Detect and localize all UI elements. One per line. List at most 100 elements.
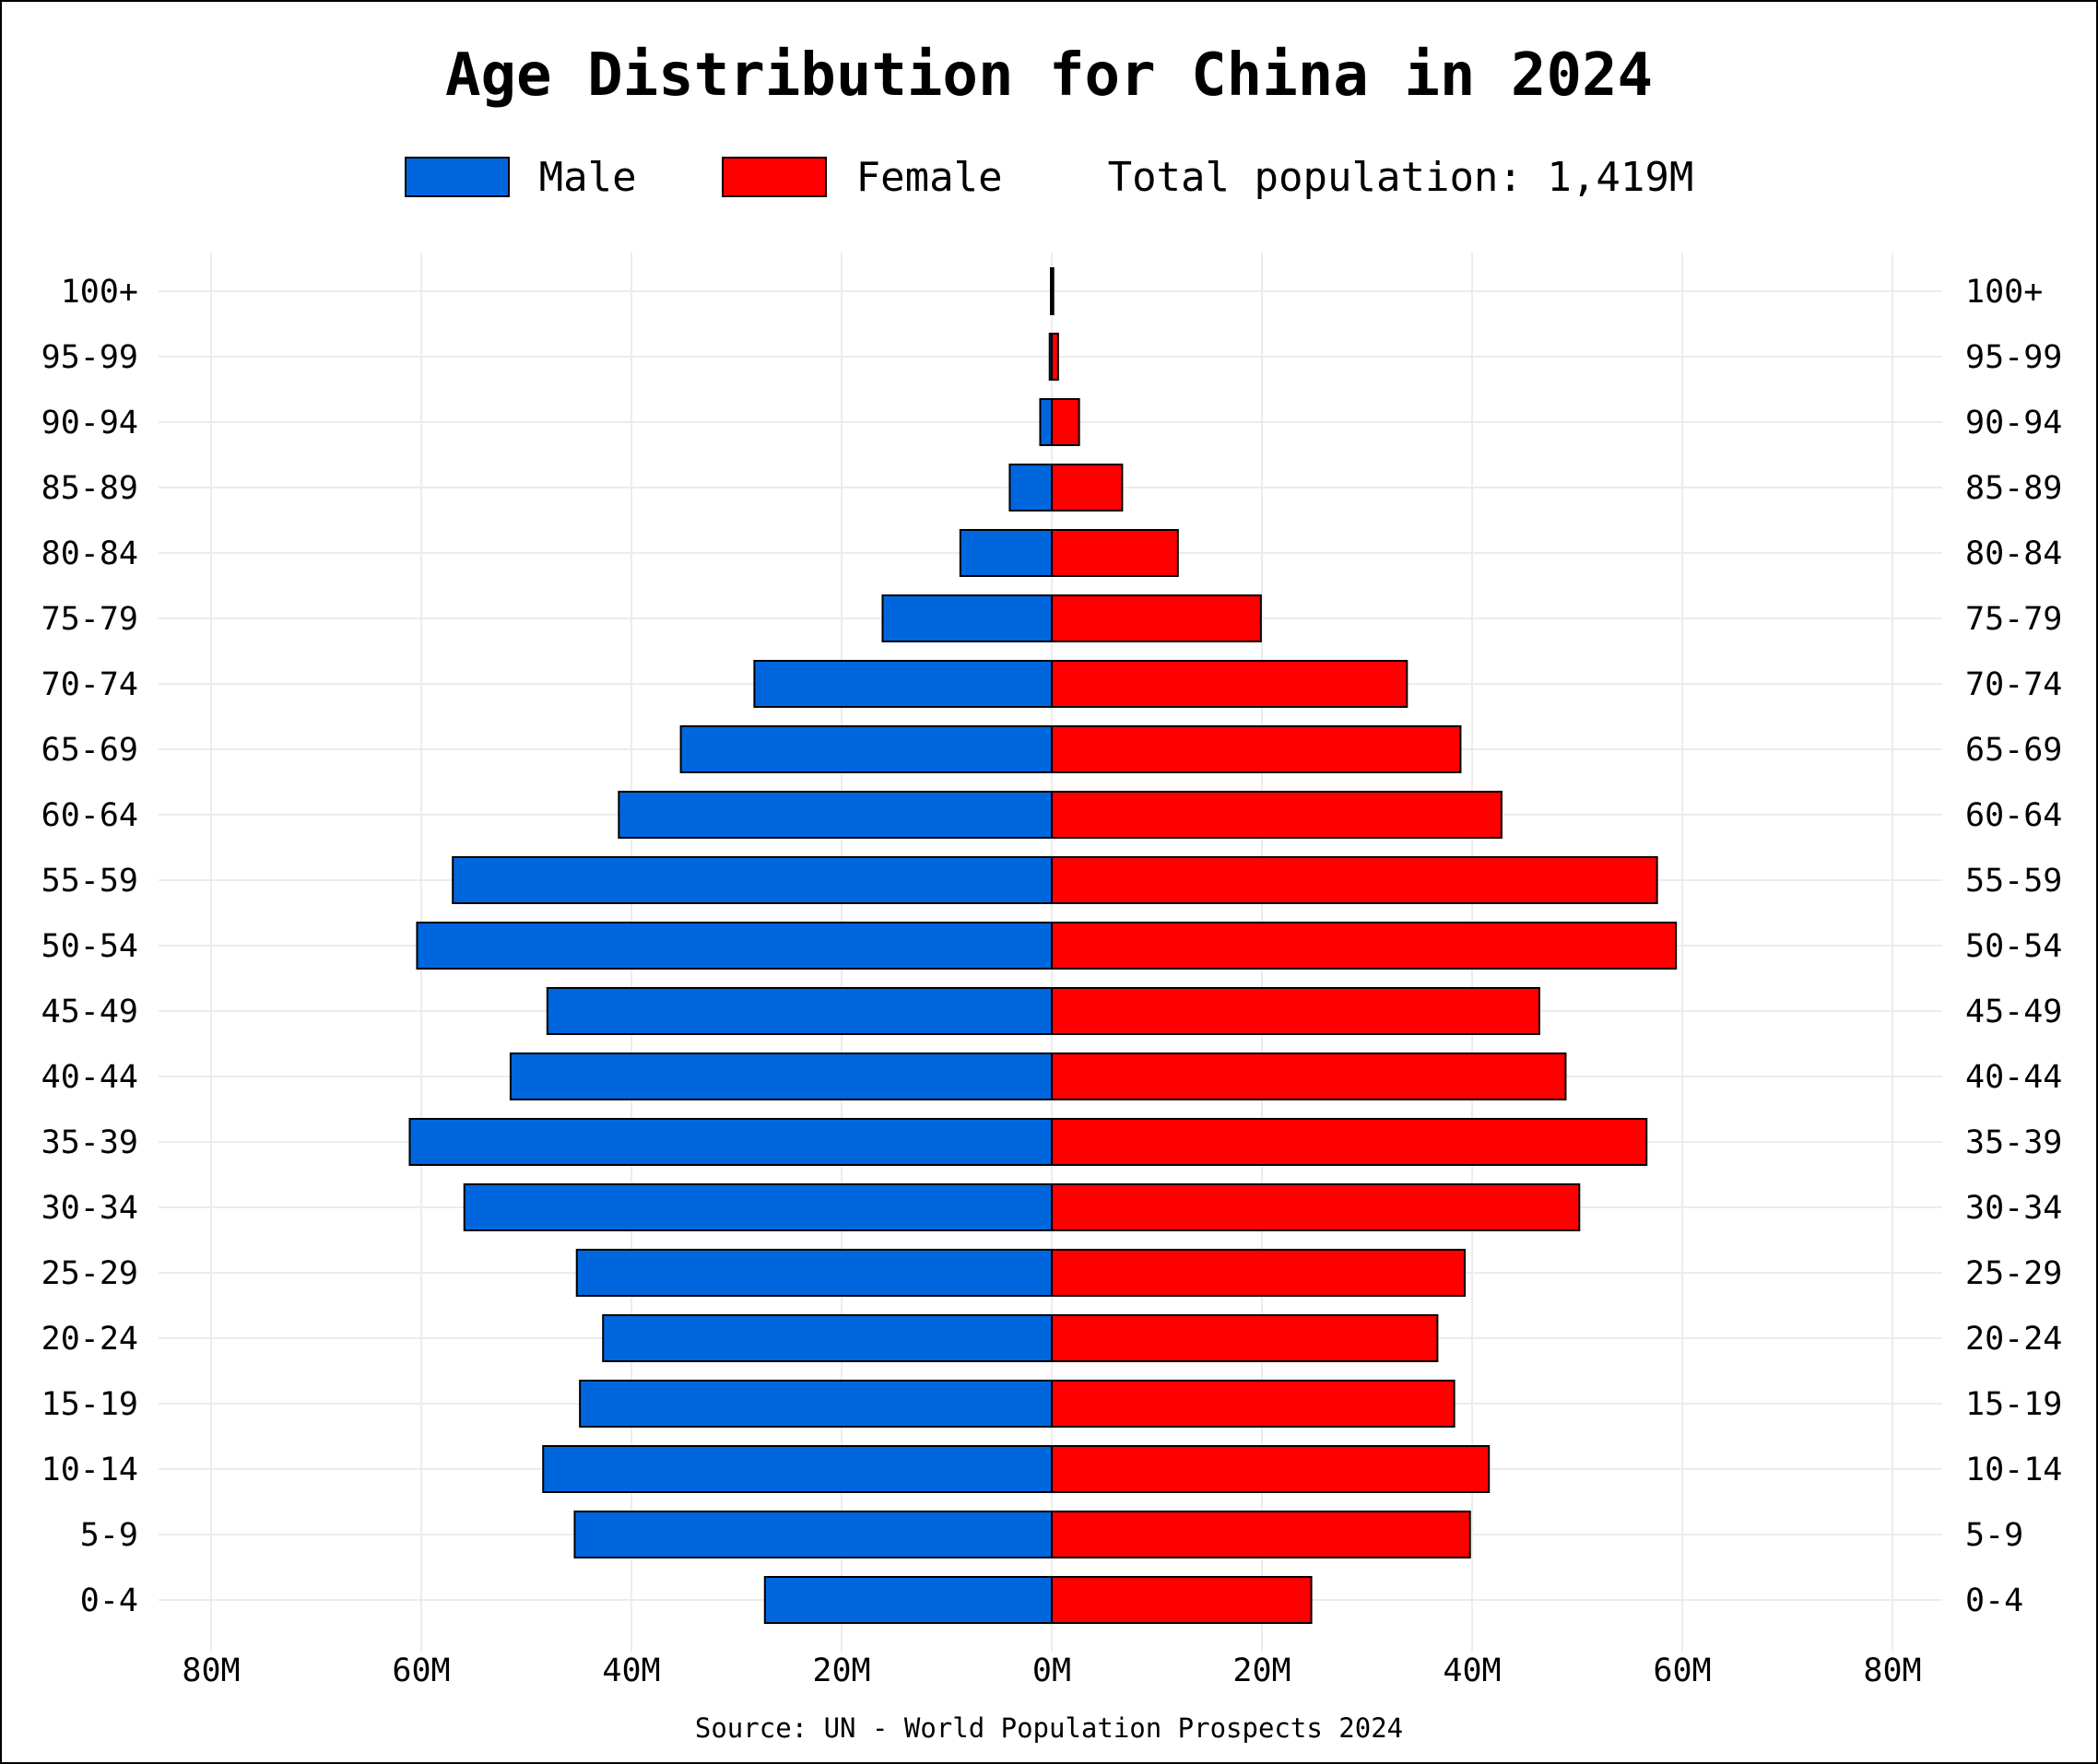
bar-female: [1051, 987, 1540, 1035]
bar-female: [1051, 856, 1658, 904]
y-tick-label-right: 100+: [1965, 274, 2043, 311]
bar-male: [602, 1314, 1053, 1362]
y-tick-label-right: 5-9: [1965, 1517, 2023, 1554]
y-tick-label-left: 95-99: [41, 339, 138, 376]
y-tick-label-right: 25-29: [1965, 1255, 2062, 1292]
x-tick-label: 80M: [182, 1652, 240, 1689]
bar-male: [579, 1380, 1053, 1428]
y-tick-label-right: 60-64: [1965, 797, 2062, 834]
y-tick-label-left: 75-79: [41, 601, 138, 638]
y-tick-label-left: 20-24: [41, 1321, 138, 1358]
bar-male: [509, 1053, 1053, 1100]
y-tick-label-right: 70-74: [1965, 666, 2062, 703]
y-tick-label-left: 0-4: [80, 1582, 138, 1619]
y-tick-label-left: 25-29: [41, 1255, 138, 1292]
total-population-text: Total population: 1,419M: [1107, 153, 1694, 201]
bar-female: [1051, 791, 1503, 839]
x-tick-label: 80M: [1863, 1652, 1921, 1689]
bar-male: [408, 1118, 1053, 1166]
chart-title: Age Distribution for China in 2024: [444, 41, 1654, 110]
bar-female: [1051, 1053, 1567, 1100]
bar-male: [542, 1445, 1053, 1493]
x-tick-label: 20M: [812, 1652, 870, 1689]
legend-item-male: Male: [404, 153, 637, 201]
bar-female: [1051, 1314, 1439, 1362]
y-tick-label-left: 15-19: [41, 1386, 138, 1423]
y-tick-label-left: 50-54: [41, 928, 138, 965]
bar-male: [452, 856, 1053, 904]
y-tick-label-left: 40-44: [41, 1059, 138, 1096]
x-tick-label: 60M: [1653, 1652, 1711, 1689]
bar-female: [1051, 1576, 1313, 1624]
y-tick-label-left: 80-84: [41, 535, 138, 572]
x-tick-label: 40M: [602, 1652, 660, 1689]
bar-female: [1051, 594, 1262, 642]
y-tick-label-right: 35-39: [1965, 1124, 2062, 1161]
bar-female: [1051, 1183, 1581, 1231]
y-tick-label-left: 5-9: [80, 1517, 138, 1554]
y-tick-label-right: 95-99: [1965, 339, 2062, 376]
bar-male: [575, 1249, 1053, 1297]
y-tick-label-left: 35-39: [41, 1124, 138, 1161]
bar-male: [753, 660, 1053, 708]
bars-layer: [408, 267, 1678, 1624]
y-tick-label-left: 10-14: [41, 1452, 138, 1488]
y-tick-label-left: 70-74: [41, 666, 138, 703]
legend-swatch-male: [404, 157, 510, 197]
bar-male: [763, 1576, 1054, 1624]
bar-female: [1051, 1511, 1471, 1558]
bar-female: [1051, 267, 1055, 315]
y-tick-label-left: 55-59: [41, 863, 138, 900]
y-tick-label-right: 45-49: [1965, 994, 2062, 1030]
y-tick-label-left: 90-94: [41, 405, 138, 441]
bar-female: [1051, 464, 1124, 512]
legend-label-female: Female: [855, 153, 1003, 201]
bar-female: [1051, 725, 1462, 773]
y-tick-label-right: 85-89: [1965, 470, 2062, 507]
bar-female: [1051, 922, 1678, 970]
bar-female: [1051, 1380, 1456, 1428]
labels-layer: 80M 60M 40M 20M 0M 20M 40M 60M 80M 100+ 100+ 95-99 9…: [41, 274, 2063, 1689]
y-tick-label-right: 55-59: [1965, 863, 2062, 900]
x-tick-label: 60M: [392, 1652, 450, 1689]
y-tick-label-right: 80-84: [1965, 535, 2062, 572]
y-tick-label-right: 30-34: [1965, 1190, 2062, 1227]
y-tick-label-right: 10-14: [1965, 1452, 2062, 1488]
y-tick-label-left: 65-69: [41, 732, 138, 769]
y-tick-label-right: 40-44: [1965, 1059, 2062, 1096]
bar-female: [1051, 1445, 1491, 1493]
bar-male: [573, 1511, 1053, 1558]
legend-item-female: Female: [721, 153, 1003, 201]
y-tick-label-right: 15-19: [1965, 1386, 2062, 1423]
bar-male: [959, 529, 1053, 577]
y-tick-label-right: 0-4: [1965, 1582, 2023, 1619]
bar-female: [1051, 333, 1059, 381]
y-tick-label-right: 50-54: [1965, 928, 2062, 965]
y-tick-label-left: 60-64: [41, 797, 138, 834]
bar-female: [1051, 398, 1080, 446]
bar-male: [416, 922, 1053, 970]
source-note: Source: UN - World Population Prospects …: [694, 1712, 1404, 1744]
y-tick-label-right: 90-94: [1965, 405, 2062, 441]
bar-male: [1008, 464, 1054, 512]
bar-female: [1051, 529, 1179, 577]
y-tick-label-right: 75-79: [1965, 601, 2062, 638]
bar-female: [1051, 660, 1408, 708]
x-tick-label: 40M: [1443, 1652, 1501, 1689]
bar-male: [546, 987, 1053, 1035]
legend-label-male: Male: [538, 153, 637, 201]
x-tick-label: 0M: [1032, 1652, 1071, 1689]
legend: Male Female Total population: 1,419M: [2, 149, 2096, 205]
y-tick-label-left: 30-34: [41, 1190, 138, 1227]
bar-male: [618, 791, 1053, 839]
y-tick-label-left: 85-89: [41, 470, 138, 507]
y-tick-label-right: 20-24: [1965, 1321, 2062, 1358]
bar-male: [881, 594, 1054, 642]
y-tick-label-left: 45-49: [41, 994, 138, 1030]
bar-male: [1039, 398, 1053, 446]
bar-male: [463, 1183, 1053, 1231]
y-tick-label-left: 100+: [61, 274, 138, 311]
bar-female: [1051, 1118, 1648, 1166]
